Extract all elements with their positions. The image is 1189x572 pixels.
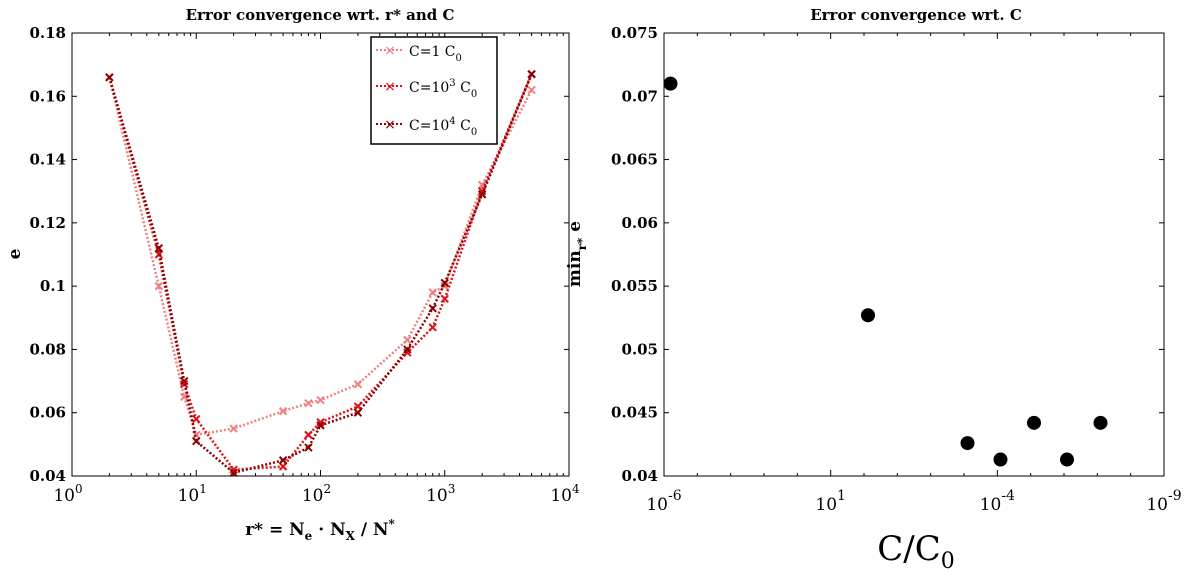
scatter-point — [993, 452, 1008, 467]
legend-box — [370, 36, 498, 145]
left-y-axis-label: e — [5, 248, 25, 259]
scatter-point — [663, 76, 678, 91]
left-y-tick-label: 0.14 — [29, 151, 66, 169]
series-3-point — [527, 69, 536, 79]
series-3-point — [428, 304, 437, 313]
legend-marker-1: × — [384, 43, 396, 59]
series-3-point — [229, 468, 238, 478]
left-x-tick-label: 101 — [178, 482, 207, 506]
series-3-point — [440, 278, 449, 288]
right-y-tick-label: 0.075 — [611, 24, 658, 42]
legend-marker-3: × — [384, 117, 396, 133]
series-2-point — [440, 294, 449, 304]
right-y-axis-label: minr* e — [565, 221, 589, 287]
series-3-point — [403, 345, 412, 354]
series-1-point — [278, 406, 288, 416]
left-y-tick-label: 0.06 — [29, 404, 66, 422]
right-y-tick-label: 0.05 — [621, 340, 658, 358]
legend-label-3: C=104 C0 — [409, 116, 477, 138]
left-x-tick-label: 103 — [426, 482, 455, 506]
left-y-axis: 0.04 0.06 0.08 0.1 0.12 0.14 0.16 0.18 — [29, 24, 569, 485]
series-2-point — [278, 462, 288, 471]
series-3-point — [316, 421, 325, 430]
series-1-point — [440, 281, 449, 291]
left-y-tick-label: 0.1 — [40, 277, 66, 295]
series-1-point — [353, 380, 363, 389]
series-3-point — [278, 455, 288, 465]
scatter-point — [1093, 415, 1108, 430]
legend-label-2: C=103 C0 — [409, 78, 477, 100]
series-3-point — [304, 443, 313, 452]
right-points-group — [663, 76, 1108, 467]
left-x-tick-label: 100 — [53, 482, 82, 506]
series-1-point — [180, 392, 189, 402]
left-legend: × C=1 C0 × C=103 C0 × C=104 C0 — [370, 36, 498, 145]
series-3-point — [180, 376, 189, 386]
series-2-point — [428, 323, 437, 332]
left-y-tick-label: 0.08 — [29, 340, 66, 358]
legend-label-1: C=1 C0 — [409, 44, 462, 64]
right-x-axis-label: C/C0 — [877, 529, 954, 572]
right-x-tick-label: 101 — [815, 488, 846, 515]
legend-entry-3: × C=104 C0 — [376, 116, 477, 138]
series-1-point — [304, 399, 313, 408]
scatter-point — [1060, 452, 1074, 467]
right-y-tick-label: 0.065 — [611, 151, 658, 169]
right-x-tick-label: 10-9 — [1146, 488, 1181, 515]
series-2-point — [403, 348, 412, 357]
right-y-tick-label: 0.045 — [611, 404, 658, 422]
series-2-point — [304, 430, 313, 440]
left-chart: Error convergence wrt. r* and C 0.04 0.06… — [5, 6, 580, 543]
right-y-tick-label: 0.07 — [621, 87, 658, 105]
right-chart-title: Error convergence wrt. C — [810, 6, 1022, 24]
series-2-point — [316, 418, 325, 427]
right-y-tick-label: 0.06 — [621, 214, 658, 232]
right-chart: Error convergence wrt. C 0.040.0450.050.… — [565, 6, 1182, 572]
series-1-point — [403, 335, 412, 345]
left-chart-title: Error convergence wrt. r* and C — [186, 6, 455, 24]
legend-entry-2: × C=103 C0 — [376, 78, 477, 100]
right-y-tick-label: 0.04 — [621, 467, 658, 485]
legend-marker-2: × — [384, 79, 396, 95]
series-3-point — [192, 436, 201, 446]
left-x-axis-label: r* = Ne · NX / N* — [245, 517, 395, 543]
series-1-point — [316, 395, 325, 405]
series-1-point — [229, 424, 238, 433]
left-y-tick-label: 0.04 — [29, 467, 66, 485]
right-y-axis: 0.04 0.045 0.05 0.055 0.06 0.065 0.07 0.075 — [611, 24, 1164, 485]
series-2-point — [477, 187, 487, 196]
scatter-point — [861, 308, 875, 323]
legend-entry-1: × C=1 C0 — [376, 43, 462, 64]
series-3-point — [353, 408, 363, 417]
series-1-point — [477, 180, 487, 190]
series-1-point — [428, 288, 437, 297]
right-x-tick-label: 10-4 — [980, 488, 1015, 515]
series-3-point — [477, 190, 487, 199]
scatter-point — [1027, 415, 1041, 430]
left-y-tick-label: 0.12 — [29, 214, 66, 232]
left-series-group — [105, 69, 536, 478]
series-1-point — [154, 281, 164, 291]
right-y-tick-label: 0.055 — [611, 277, 658, 295]
left-x-axis: 100 101 102 103 104 — [53, 33, 580, 506]
series-2-point — [192, 414, 201, 424]
scatter-point — [960, 436, 975, 451]
right-x-axis: 10-6 101 10-4 10-9 — [646, 33, 1182, 515]
left-y-tick-label: 0.18 — [29, 24, 66, 42]
left-x-tick-label: 102 — [302, 482, 331, 506]
series-3-point — [154, 243, 164, 253]
right-x-tick-label: 10-6 — [646, 488, 681, 515]
series-1-point — [527, 85, 536, 95]
series-3-point — [105, 73, 114, 82]
left-y-tick-label: 0.16 — [29, 87, 66, 105]
left-x-tick-label: 104 — [550, 482, 580, 506]
right-plot-frame — [663, 32, 1165, 477]
